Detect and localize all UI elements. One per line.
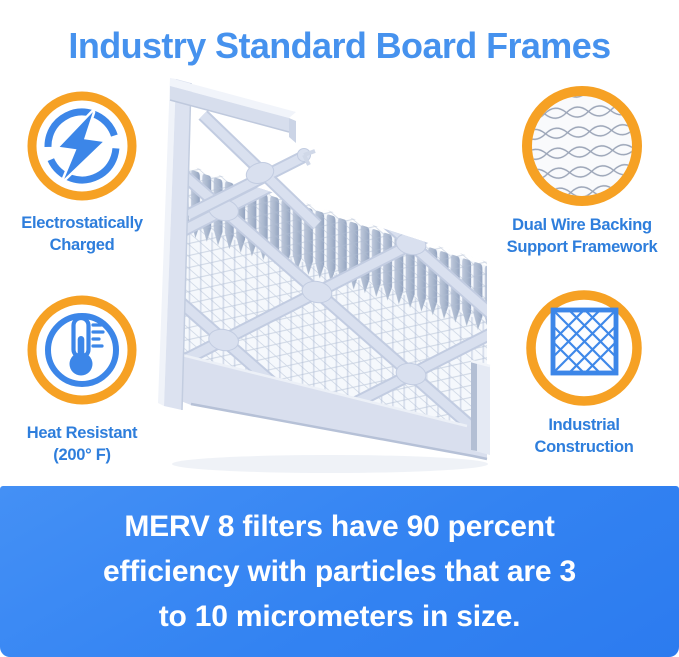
feature-heat-resistant: Heat Resistant (200° F) [6,294,158,466]
feature-label: Industrial Construction [534,414,633,458]
feature-label: Heat Resistant (200° F) [26,422,138,466]
feature-label-line: (200° F) [53,446,111,464]
page-title: Industry Standard Board Frames [68,25,611,67]
feature-label-line: Industrial [548,416,620,434]
banner-line: MERV 8 filters have 90 percent [124,510,555,543]
thermometer-icon [27,295,137,405]
feature-label-line: Support Framework [506,238,658,256]
feature-label-line: Heat Resistant [26,424,138,442]
feature-label: Electrostatically Charged [21,212,143,256]
feature-label-line: Charged [49,236,115,254]
air-filter-product-image [158,78,491,473]
diamond-lattice-icon [526,290,642,406]
feature-label: Dual Wire Backing Support Framework [507,214,658,258]
feature-label-line: Dual Wire Backing [512,216,652,234]
lightning-bolt-icon [27,91,137,201]
banner-line: to 10 micrometers in size. [158,600,521,633]
feature-electrostatically-charged: Electrostatically Charged [6,90,158,256]
feature-label-line: Electrostatically [21,214,143,232]
feature-dual-wire-backing: Dual Wire Backing Support Framework [494,85,670,258]
feature-industrial-construction: Industrial Construction [496,289,672,458]
feature-label-line: Construction [534,438,634,456]
banner-line: efficiency with particles that are 3 [103,555,576,588]
wire-mesh-icon [522,86,642,206]
info-banner: MERV 8 filters have 90 percent efficienc… [0,486,679,657]
